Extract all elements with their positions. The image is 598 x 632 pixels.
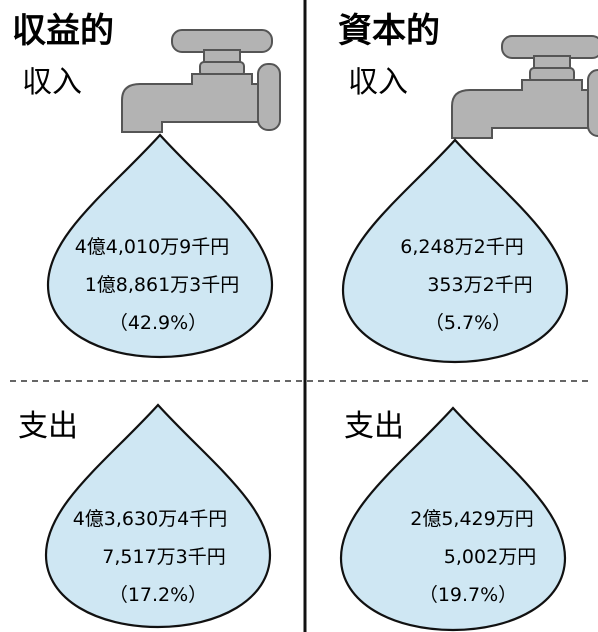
expense-amount: 5,002万円 [444, 546, 536, 568]
income-amount: （5.7%） [425, 312, 511, 334]
expense-label: 支出 [344, 409, 404, 444]
faucet-handle [502, 36, 598, 58]
faucet-flange [258, 64, 280, 130]
expense-amount: 7,517万3千円 [102, 546, 225, 568]
expense-amount: 4億3,630万4千円 [73, 508, 228, 530]
infographic: 収益的収入支出 4億4,010万9千円 1億8,861万3千円 （42.9%） 4億3,… [0, 0, 598, 632]
faucet [452, 36, 598, 138]
income-amount: 353万2千円 [427, 274, 532, 296]
expense-amount: 2億5,429万円 [410, 508, 533, 530]
expense-amount: （19.7%） [419, 584, 517, 606]
income-label: 収入 [22, 65, 82, 100]
income-amount: 1億8,861万3千円 [85, 274, 240, 296]
expense-amount: （17.2%） [109, 584, 207, 606]
faucet-handle [172, 30, 272, 52]
section-title: 収益的 [12, 11, 114, 51]
income-amount: 6,248万2千円 [400, 236, 523, 258]
faucet [122, 30, 280, 132]
income-label: 収入 [348, 65, 408, 100]
income-amount: 4億4,010万9千円 [75, 236, 230, 258]
section-title: 資本的 [338, 11, 440, 51]
faucet-flange [588, 70, 598, 136]
expense-label: 支出 [18, 409, 78, 444]
faucet-body [452, 80, 592, 138]
income-amount: （42.9%） [109, 312, 207, 334]
faucet-body [122, 74, 262, 132]
